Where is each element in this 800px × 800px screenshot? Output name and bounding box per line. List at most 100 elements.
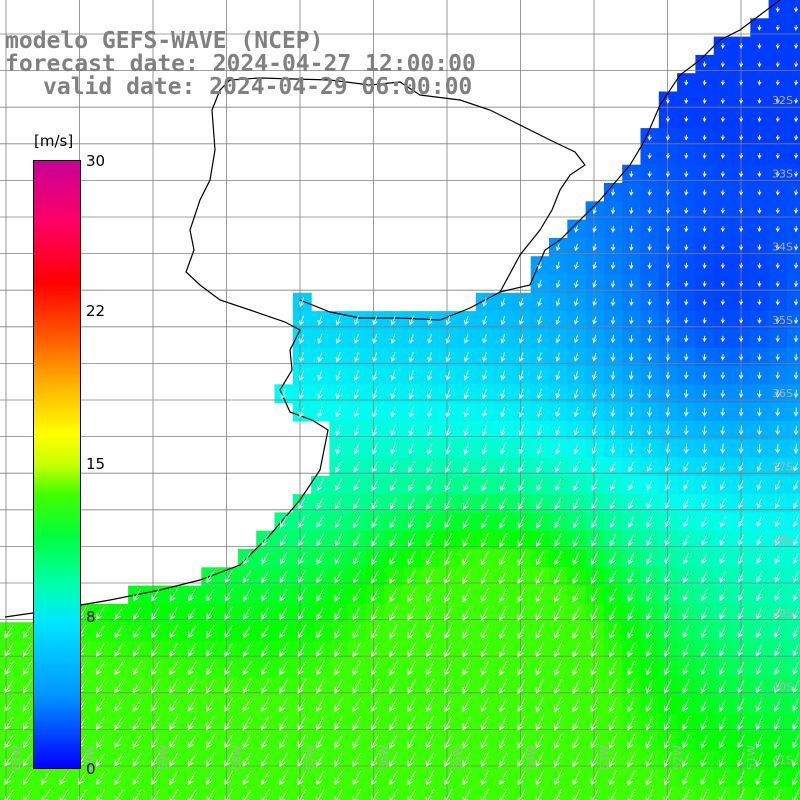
wind-arrow xyxy=(535,551,544,566)
wind-arrow xyxy=(793,498,799,509)
wind-arrow xyxy=(719,643,726,657)
wind-arrow xyxy=(572,697,581,713)
wind-arrow xyxy=(480,550,489,566)
wind-arrow xyxy=(316,570,324,584)
wind-arrow xyxy=(645,661,654,676)
wind-arrow xyxy=(353,533,361,547)
wind-cell xyxy=(36,786,56,800)
wind-arrow xyxy=(517,752,526,768)
wind-arrow xyxy=(554,461,562,473)
wind-cell xyxy=(786,36,800,56)
wind-arrow xyxy=(628,353,634,362)
wind-arrow xyxy=(610,207,616,215)
wind-arrow xyxy=(169,734,179,749)
longitude-label: 58W xyxy=(231,745,244,770)
wind-arrow xyxy=(114,771,124,785)
wind-arrow xyxy=(408,479,415,492)
wind-arrow xyxy=(462,752,471,768)
wind-arrow xyxy=(499,715,508,731)
wind-arrow xyxy=(627,733,636,750)
wind-arrow xyxy=(684,299,689,306)
wind-arrow xyxy=(298,570,306,584)
colorbar-tick-30: 30 xyxy=(86,152,106,170)
wind-arrow xyxy=(480,697,489,713)
wind-cell xyxy=(128,786,147,800)
wind-arrow xyxy=(610,316,616,325)
wind-arrow xyxy=(720,79,725,86)
wind-arrow xyxy=(664,679,672,694)
wind-arrow xyxy=(590,679,599,695)
colorbar-tick-15: 15 xyxy=(86,455,106,473)
wind-arrow xyxy=(572,569,581,585)
wind-arrow xyxy=(297,661,306,676)
wind-cell xyxy=(786,366,800,385)
wind-arrow xyxy=(371,461,379,473)
wind-arrow xyxy=(609,588,617,603)
wind-arrow xyxy=(682,661,690,676)
wind-arrow xyxy=(371,515,379,529)
wind-arrow xyxy=(755,625,763,639)
wind-arrow xyxy=(169,606,178,621)
wind-arrow xyxy=(555,388,561,400)
wind-cell xyxy=(786,219,800,239)
wind-arrow xyxy=(720,116,725,123)
wind-arrow xyxy=(132,697,142,712)
wind-arrow xyxy=(371,642,380,658)
wind-arrow xyxy=(701,498,708,509)
wind-arrow xyxy=(628,371,634,381)
wind-arrow xyxy=(572,660,581,676)
wind-arrow xyxy=(775,407,781,417)
wind-arrow xyxy=(664,516,671,528)
wind-arrow xyxy=(537,316,543,326)
wind-arrow xyxy=(553,697,562,713)
wind-arrow xyxy=(444,624,453,640)
wind-cell xyxy=(420,786,440,800)
wind-arrow xyxy=(792,716,800,731)
wind-arrow xyxy=(794,116,799,123)
wind-arrow xyxy=(684,79,689,86)
wind-arrow xyxy=(279,661,288,676)
wind-arrow xyxy=(261,624,270,639)
wind-arrow xyxy=(757,299,762,306)
wind-arrow xyxy=(517,660,526,676)
wind-arrow xyxy=(96,789,105,800)
wind-arrow xyxy=(682,734,690,749)
wind-cell xyxy=(786,109,800,129)
wind-arrow xyxy=(535,660,544,676)
wind-arrow xyxy=(408,352,414,363)
wind-arrow xyxy=(610,334,616,344)
wind-arrow xyxy=(462,642,471,658)
wind-arrow xyxy=(261,697,270,713)
wind-arrow xyxy=(206,661,215,676)
wind-arrow xyxy=(702,207,707,215)
wind-arrow xyxy=(739,98,744,104)
wind-arrow xyxy=(352,734,361,749)
wind-arrow xyxy=(720,207,725,214)
wind-arrow xyxy=(425,605,434,621)
wind-arrow xyxy=(462,660,471,676)
wind-arrow xyxy=(224,643,233,657)
wind-arrow xyxy=(59,789,69,800)
wind-arrow xyxy=(407,715,416,731)
wind-arrow xyxy=(737,607,745,620)
wind-cell xyxy=(750,786,770,800)
wind-arrow xyxy=(794,43,799,50)
wind-arrow xyxy=(684,189,689,196)
wind-arrow xyxy=(627,606,635,621)
wind-arrow xyxy=(536,424,543,437)
wind-arrow xyxy=(757,244,762,251)
wind-arrow xyxy=(591,407,597,418)
wind-arrow xyxy=(701,570,708,583)
wind-arrow xyxy=(702,335,707,343)
wind-arrow xyxy=(720,189,725,196)
wind-arrow xyxy=(682,606,690,620)
wind-arrow xyxy=(664,624,672,639)
wind-arrow xyxy=(739,335,744,343)
wind-cell xyxy=(567,786,587,800)
wind-arrow xyxy=(317,388,323,400)
wind-arrow xyxy=(592,280,597,288)
wind-arrow xyxy=(425,752,434,768)
wind-arrow xyxy=(371,606,380,621)
wind-arrow xyxy=(572,605,581,621)
